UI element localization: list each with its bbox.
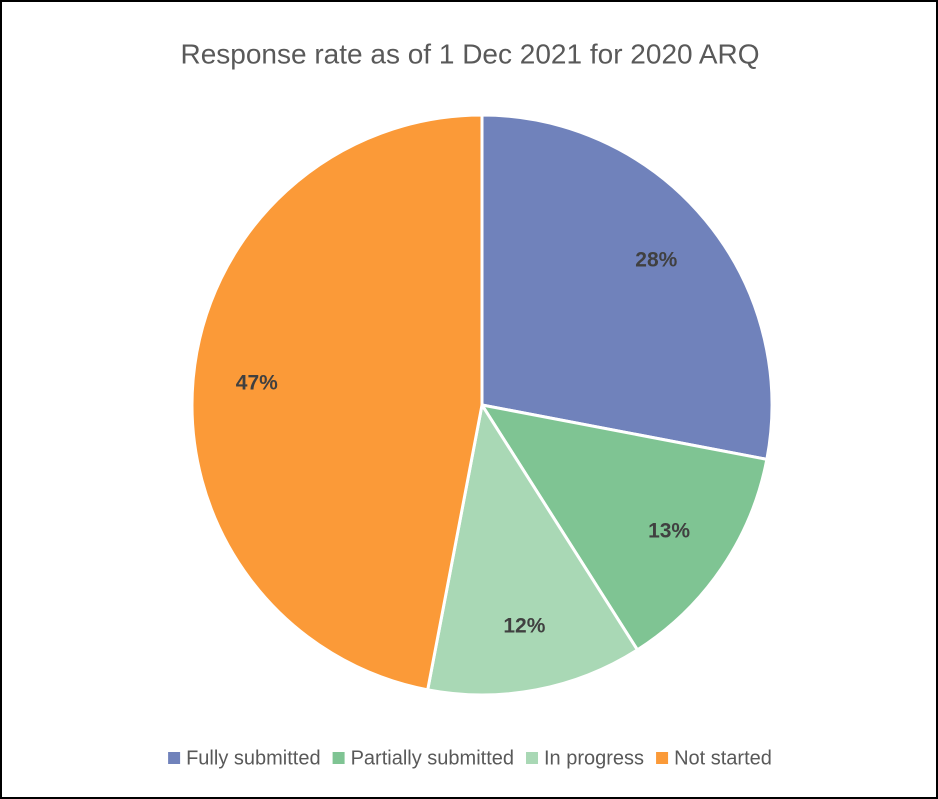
legend-swatch [656,752,669,764]
data-label: 28% [635,248,677,271]
legend-label: In progress [544,747,644,769]
pie-slice [478,402,769,652]
data-label: 12% [503,615,545,638]
legend-label: Not started [674,747,772,769]
legend-swatch [526,752,539,764]
legend-swatch [332,752,345,764]
legend-label: Fully submitted [186,747,321,769]
pie-slice [190,113,484,692]
data-label: 47% [236,371,278,394]
legend-label: Partially submitted [351,747,514,769]
pie-slice [425,400,640,697]
legend-swatch [168,752,181,764]
data-label: 13% [648,520,690,543]
chart-title: Response rate as of 1 Dec 2021 for 2020 … [180,38,759,69]
pie-slice [480,113,774,462]
